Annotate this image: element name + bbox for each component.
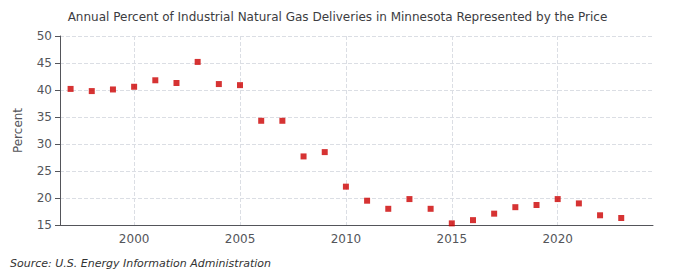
svg-text:50: 50 (37, 29, 52, 43)
svg-text:Source: U.S. Energy Informatio: Source: U.S. Energy Information Administ… (10, 257, 271, 270)
svg-text:2010: 2010 (331, 232, 362, 246)
svg-text:15: 15 (37, 218, 52, 232)
svg-text:Percent: Percent (11, 108, 25, 153)
svg-text:25: 25 (37, 164, 52, 178)
svg-text:2015: 2015 (437, 232, 468, 246)
svg-text:Annual Percent of Industrial N: Annual Percent of Industrial Natural Gas… (68, 10, 608, 24)
svg-text:2020: 2020 (542, 232, 573, 246)
svg-text:30: 30 (37, 137, 52, 151)
svg-text:40: 40 (37, 83, 52, 97)
svg-text:45: 45 (37, 56, 52, 70)
svg-text:2005: 2005 (225, 232, 256, 246)
svg-text:20: 20 (37, 191, 52, 205)
svg-text:35: 35 (37, 110, 52, 124)
svg-text:2000: 2000 (119, 232, 150, 246)
